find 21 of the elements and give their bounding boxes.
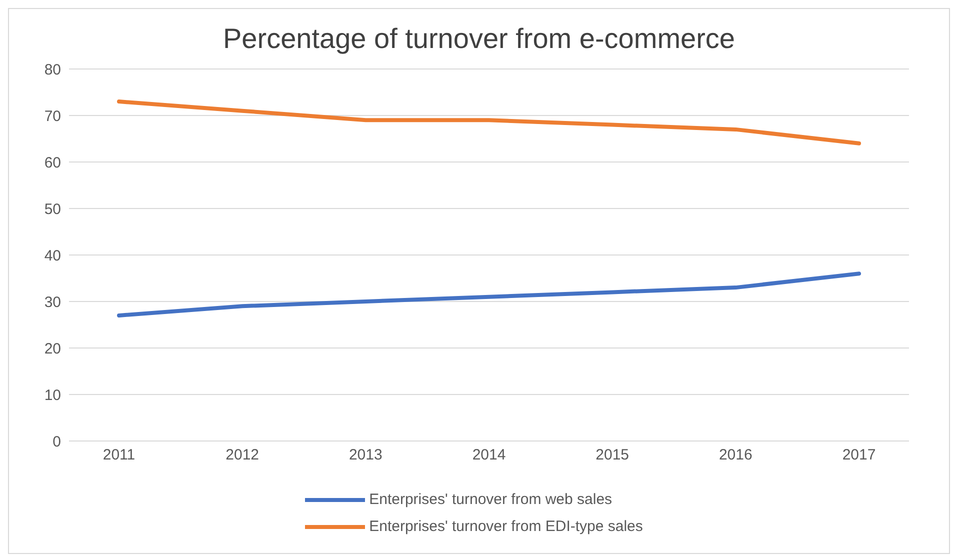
x-tick-label: 2015: [596, 446, 630, 464]
x-tick-label: 2012: [226, 446, 260, 464]
y-tick-label: 40: [44, 247, 61, 264]
legend-label: Enterprises' turnover from EDI-type sales: [369, 518, 643, 535]
x-tick-label: 2011: [102, 446, 136, 464]
line-series: [117, 100, 861, 146]
y-tick-label: 50: [44, 200, 61, 218]
x-tick-label: 2013: [348, 446, 382, 464]
line-series: [117, 272, 861, 318]
y-tick-label: 20: [44, 340, 61, 358]
x-tick-label: 2016: [718, 446, 752, 464]
y-tick-label: 80: [44, 61, 61, 78]
x-tick-label: 2014: [472, 446, 506, 464]
y-tick-label: 10: [44, 386, 61, 404]
y-tick-label: 0: [52, 433, 61, 450]
x-tick-label: 2017: [842, 446, 876, 464]
chart-title: Percentage of turnover from e-commerce: [222, 23, 736, 55]
legend-label: Enterprises' turnover from web sales: [369, 491, 612, 508]
y-tick-label: 60: [44, 154, 61, 172]
y-tick-label: 70: [44, 108, 61, 125]
y-tick-label: 30: [44, 294, 61, 311]
